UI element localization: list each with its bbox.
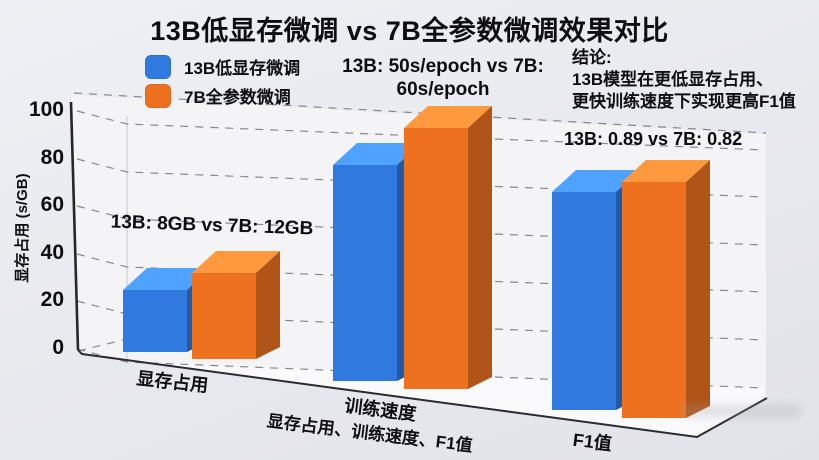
annotation-f1: 13B: 0.89 vs 7B: 0.82 (564, 129, 743, 149)
y-axis-line (69, 101, 80, 351)
y-axis-label: 显存占用 (s/GB) (14, 173, 31, 283)
legend-label-7b: 7B全参数微调 (184, 88, 291, 107)
bars (123, 106, 710, 418)
legend-item-13b: 13B低显存微调 (145, 52, 300, 81)
y-tick-100: 100 (28, 98, 64, 121)
chart-floor (78, 351, 767, 437)
bar-7b-group0 (192, 251, 280, 359)
legend-swatch-7b (145, 83, 171, 108)
legend-swatch-13b (145, 54, 171, 79)
y-tick-40: 40 (40, 241, 64, 264)
watermark-smudge (681, 404, 801, 418)
y-tick-20: 20 (40, 288, 64, 311)
wall-top-edge (73, 92, 767, 134)
chart-title: 13B低显存微调 vs 7B全参数微调效果对比 (150, 16, 669, 46)
legend: 13B低显存微调 7B全参数微调 (145, 52, 300, 110)
legend-item-7b: 7B全参数微调 (145, 81, 300, 110)
y-tick-0: 0 (52, 336, 64, 359)
bar-7b-group2 (622, 160, 710, 418)
annotation-conclusion: 结论: 13B模型在更低显存占用、 更快训练速度下实现更高F1值 (572, 48, 796, 111)
y-tick-60: 60 (40, 193, 64, 216)
annotation-speed: 13B: 50s/epoch vs 7B: 60s/epoch (342, 56, 544, 100)
y-tick-80: 80 (40, 146, 64, 169)
legend-label-13b: 13B低显存微调 (184, 59, 301, 78)
floor-front-edge (77, 349, 768, 439)
bar-7b-group1 (404, 106, 492, 389)
